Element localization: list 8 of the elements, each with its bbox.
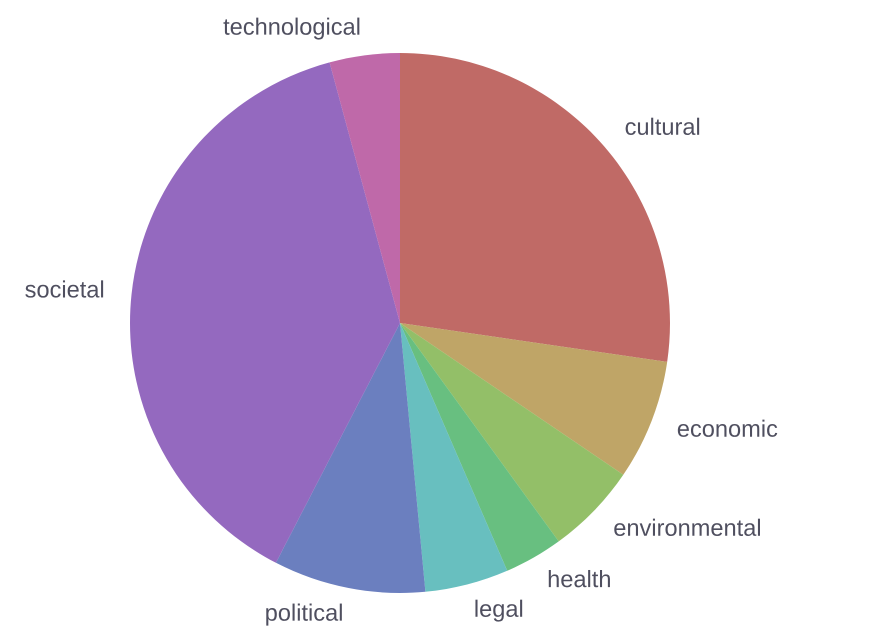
slice-label: political bbox=[266, 604, 342, 626]
slice-label: economic bbox=[678, 420, 778, 437]
slice-label: cultural bbox=[626, 118, 700, 136]
slice-label: health bbox=[548, 570, 610, 588]
slice-label: societal bbox=[25, 280, 104, 298]
slice-label: environmental bbox=[614, 518, 760, 536]
slice-label: technological bbox=[223, 18, 360, 40]
slice-label: legal bbox=[475, 600, 522, 622]
